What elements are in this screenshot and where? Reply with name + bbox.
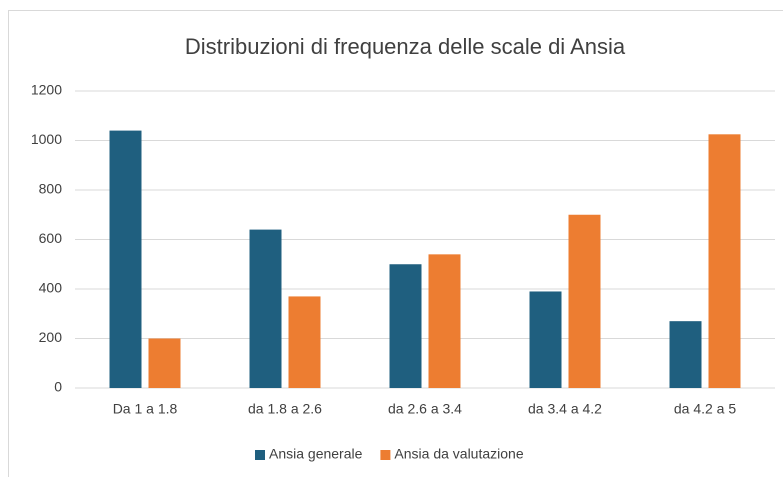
y-tick-label: 400: [39, 280, 63, 296]
bar: [249, 229, 282, 388]
legend-swatch: [380, 450, 391, 460]
y-tick-label: 0: [54, 379, 62, 395]
legend-swatch: [255, 450, 265, 460]
x-tick-label: Da 1 a 1.8: [113, 401, 178, 417]
x-tick-label: da 4.2 a 5: [674, 401, 736, 417]
x-tick-label: da 3.4 a 4.2: [528, 401, 602, 417]
bar: [148, 338, 181, 388]
legend-label: Ansia da valutazione: [394, 446, 523, 462]
x-tick-label: da 1.8 a 2.6: [248, 401, 322, 417]
bar: [529, 291, 562, 388]
y-tick-label: 600: [39, 230, 63, 246]
bar: [288, 296, 321, 388]
x-tick-label: da 2.6 a 3.4: [388, 401, 462, 417]
y-tick-label: 1200: [31, 82, 62, 98]
legend-label: Ansia generale: [269, 446, 363, 462]
chart-title: Distribuzioni di frequenza delle scale d…: [185, 34, 626, 59]
y-tick-label: 1000: [31, 131, 62, 147]
bar: [389, 264, 422, 388]
bar: [109, 130, 142, 388]
y-tick-label: 200: [39, 329, 63, 345]
bar: [708, 134, 741, 388]
chart-border: [8, 10, 783, 477]
bar: [669, 321, 702, 388]
bar: [428, 254, 461, 388]
bar: [568, 214, 601, 388]
y-tick-label: 800: [39, 181, 63, 197]
